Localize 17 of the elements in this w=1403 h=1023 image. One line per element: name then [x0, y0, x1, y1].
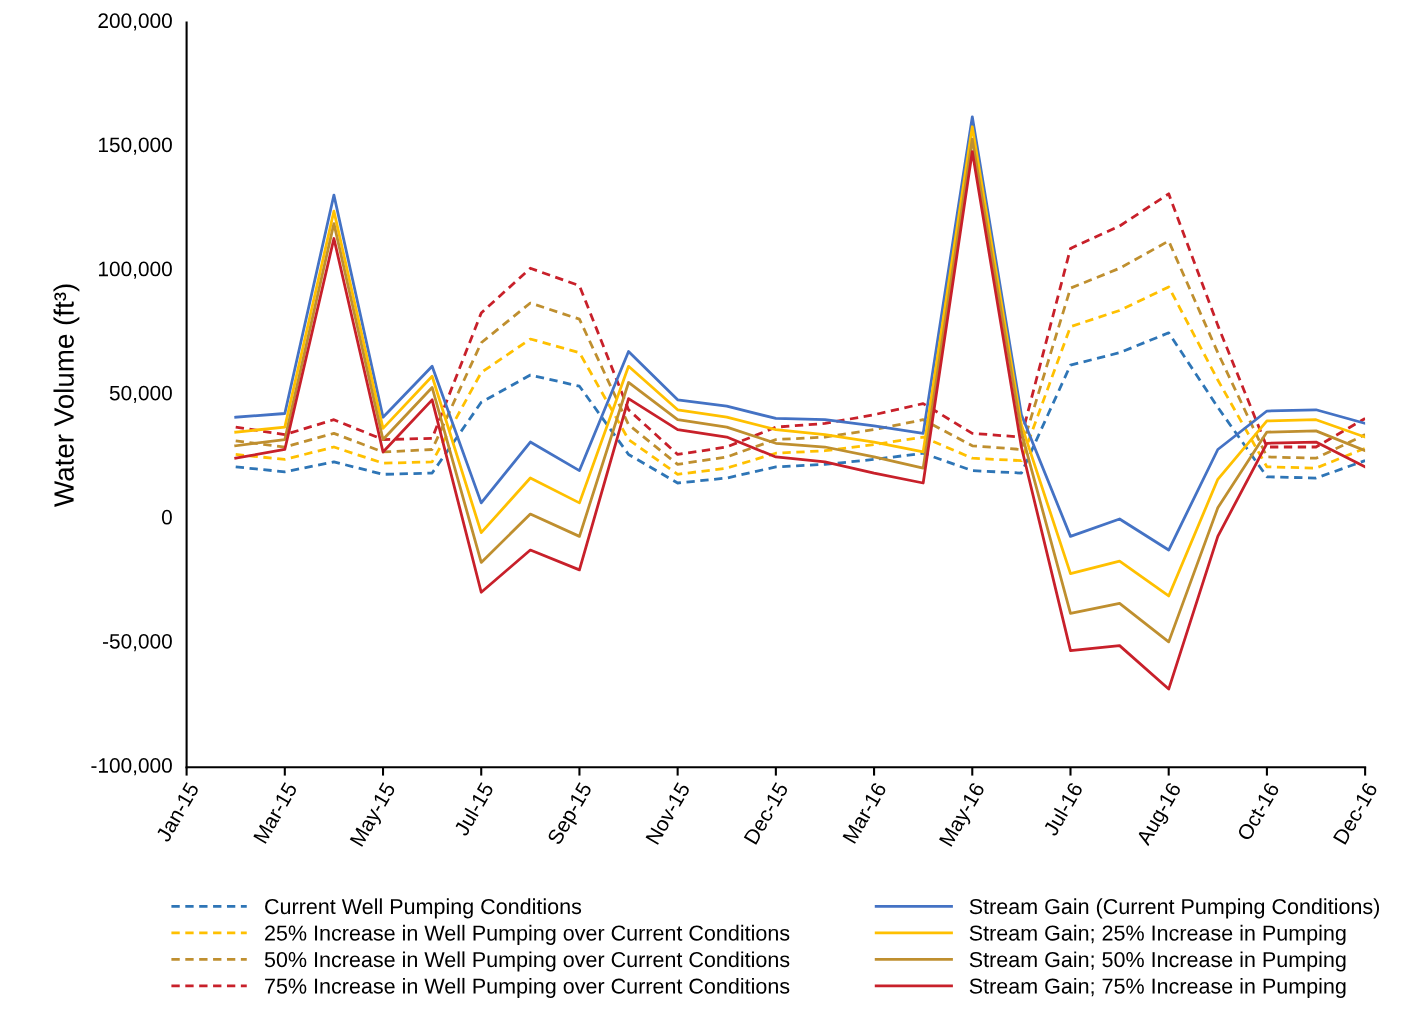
y-tick-label: 50,000: [109, 385, 172, 403]
y-axis-title: Water Volume (ft³): [53, 284, 80, 507]
legend-label: 25% Increase in Well Pumping over Current Conditions: [265, 924, 790, 945]
legend-label: Stream Gain; 25% Increase in Pumping: [969, 924, 1346, 945]
y-tick-label: 150,000: [99, 137, 172, 155]
legend-label: 50% Increase in Well Pumping over Current Conditions: [264, 951, 790, 972]
y-tick-label: 0: [161, 509, 172, 525]
y-tick-label: -50,000: [102, 633, 172, 652]
y-tick-label: 100,000: [99, 261, 172, 279]
line-series: [234, 331, 1366, 485]
legend-label: Stream Gain (Current Pumping Conditions): [969, 898, 1379, 919]
legend-label: Stream Gain; 50% Increase in Pumping: [969, 951, 1346, 972]
y-tick-label: -100,000: [91, 758, 172, 776]
legend-label: Current Well Pumping Conditions: [265, 898, 582, 919]
y-tick-label: 200,000: [98, 13, 172, 31]
legend-label: 75% Increase in Well Pumping over Current Conditions: [265, 977, 790, 998]
legend-label: Stream Gain; 75% Increase in Pumping: [969, 977, 1346, 998]
